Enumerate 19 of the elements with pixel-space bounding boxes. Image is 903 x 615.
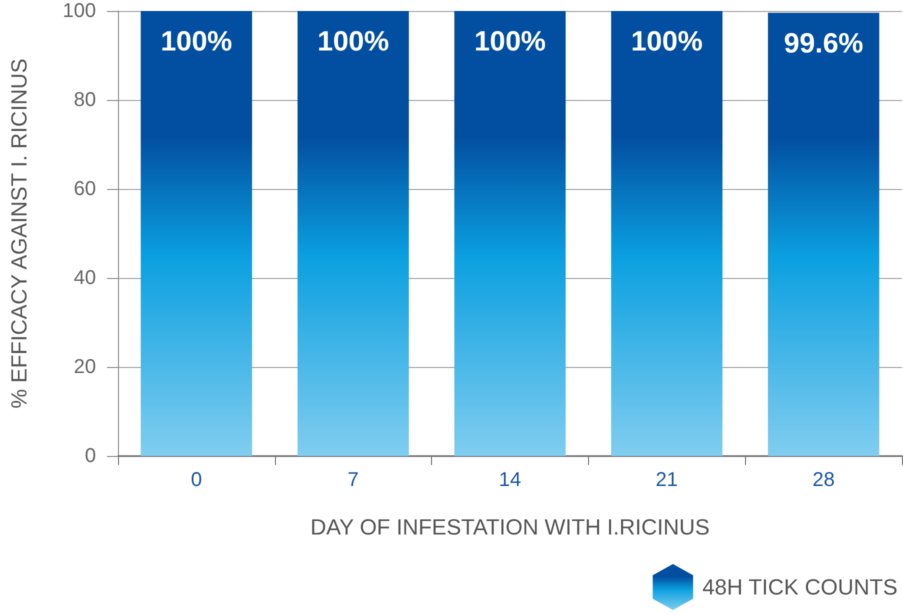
y-tick-label: 0 bbox=[84, 445, 96, 467]
y-axis-title: % EFFICACY AGAINST I. RICINUS bbox=[6, 58, 32, 409]
y-tick-label: 80 bbox=[74, 89, 96, 111]
x-tick-label: 21 bbox=[656, 469, 678, 491]
y-tick-label: 100 bbox=[62, 0, 96, 22]
data-label: 100% bbox=[474, 26, 546, 56]
y-tick-label: 40 bbox=[74, 267, 96, 289]
data-label: 99.6% bbox=[784, 27, 864, 58]
x-axis-title: DAY OF INFESTATION WITH I.RICINUS bbox=[310, 514, 710, 540]
x-tick-label: 28 bbox=[812, 469, 835, 491]
x-tick-label: 0 bbox=[190, 469, 202, 491]
data-label: 100% bbox=[630, 26, 703, 56]
legend-label: 48H TICK COUNTS bbox=[702, 574, 898, 600]
x-tick-label: 7 bbox=[348, 469, 359, 491]
data-label: 100% bbox=[160, 26, 232, 56]
y-tick-label: 20 bbox=[74, 356, 96, 378]
y-tick-label: 60 bbox=[74, 178, 96, 200]
x-tick-label: 14 bbox=[498, 469, 522, 491]
data-label: 100% bbox=[317, 26, 390, 56]
